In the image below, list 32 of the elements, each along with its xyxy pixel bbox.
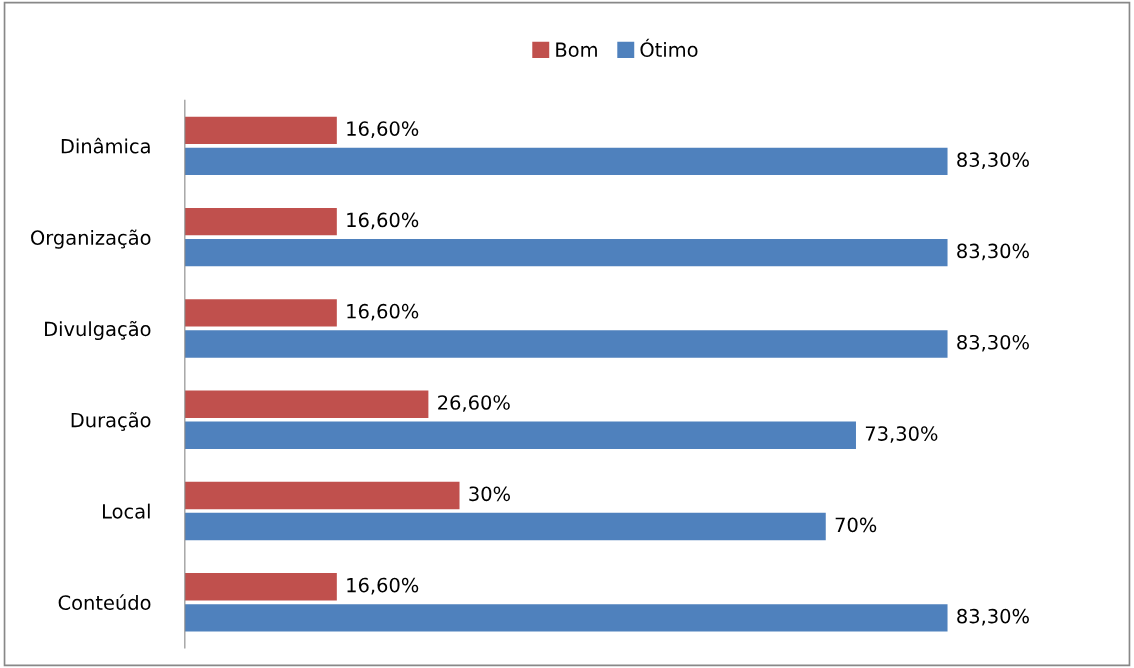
bar — [184, 604, 948, 632]
bar — [184, 238, 948, 267]
bar — [184, 390, 429, 418]
bar — [184, 512, 826, 541]
bar — [184, 330, 948, 358]
bar — [184, 147, 948, 176]
data-label: 83,30% — [957, 243, 1029, 261]
bar — [184, 299, 337, 327]
y-tick-label: Divulgação — [45, 320, 151, 341]
bar — [184, 421, 856, 449]
data-label: 83,30% — [957, 334, 1029, 352]
data-label: 16,60% — [347, 577, 419, 595]
data-label: 16,60% — [347, 303, 419, 321]
data-label: 73,30% — [865, 426, 938, 443]
data-label: 30% — [469, 486, 510, 502]
data-label: 16,60% — [347, 121, 419, 138]
bar — [184, 207, 337, 236]
bar — [184, 481, 460, 510]
y-tick-label: Conteúdo — [58, 594, 151, 610]
y-tick-label: Organização — [31, 229, 151, 249]
y-tick-label: Local — [103, 503, 150, 519]
data-label: 83,30% — [957, 152, 1029, 169]
y-tick-label: Duração — [71, 412, 151, 431]
data-label: 70% — [835, 517, 877, 533]
legend-label: Ótimo — [640, 38, 698, 58]
data-label: 26,60% — [438, 395, 510, 412]
bar — [184, 573, 337, 601]
data-label: 83,30% — [957, 608, 1029, 626]
bar — [184, 116, 337, 145]
data-label: 16,60% — [347, 212, 419, 230]
legend-label: Bom — [556, 42, 597, 58]
y-tick-label: Dinâmica — [61, 137, 150, 154]
